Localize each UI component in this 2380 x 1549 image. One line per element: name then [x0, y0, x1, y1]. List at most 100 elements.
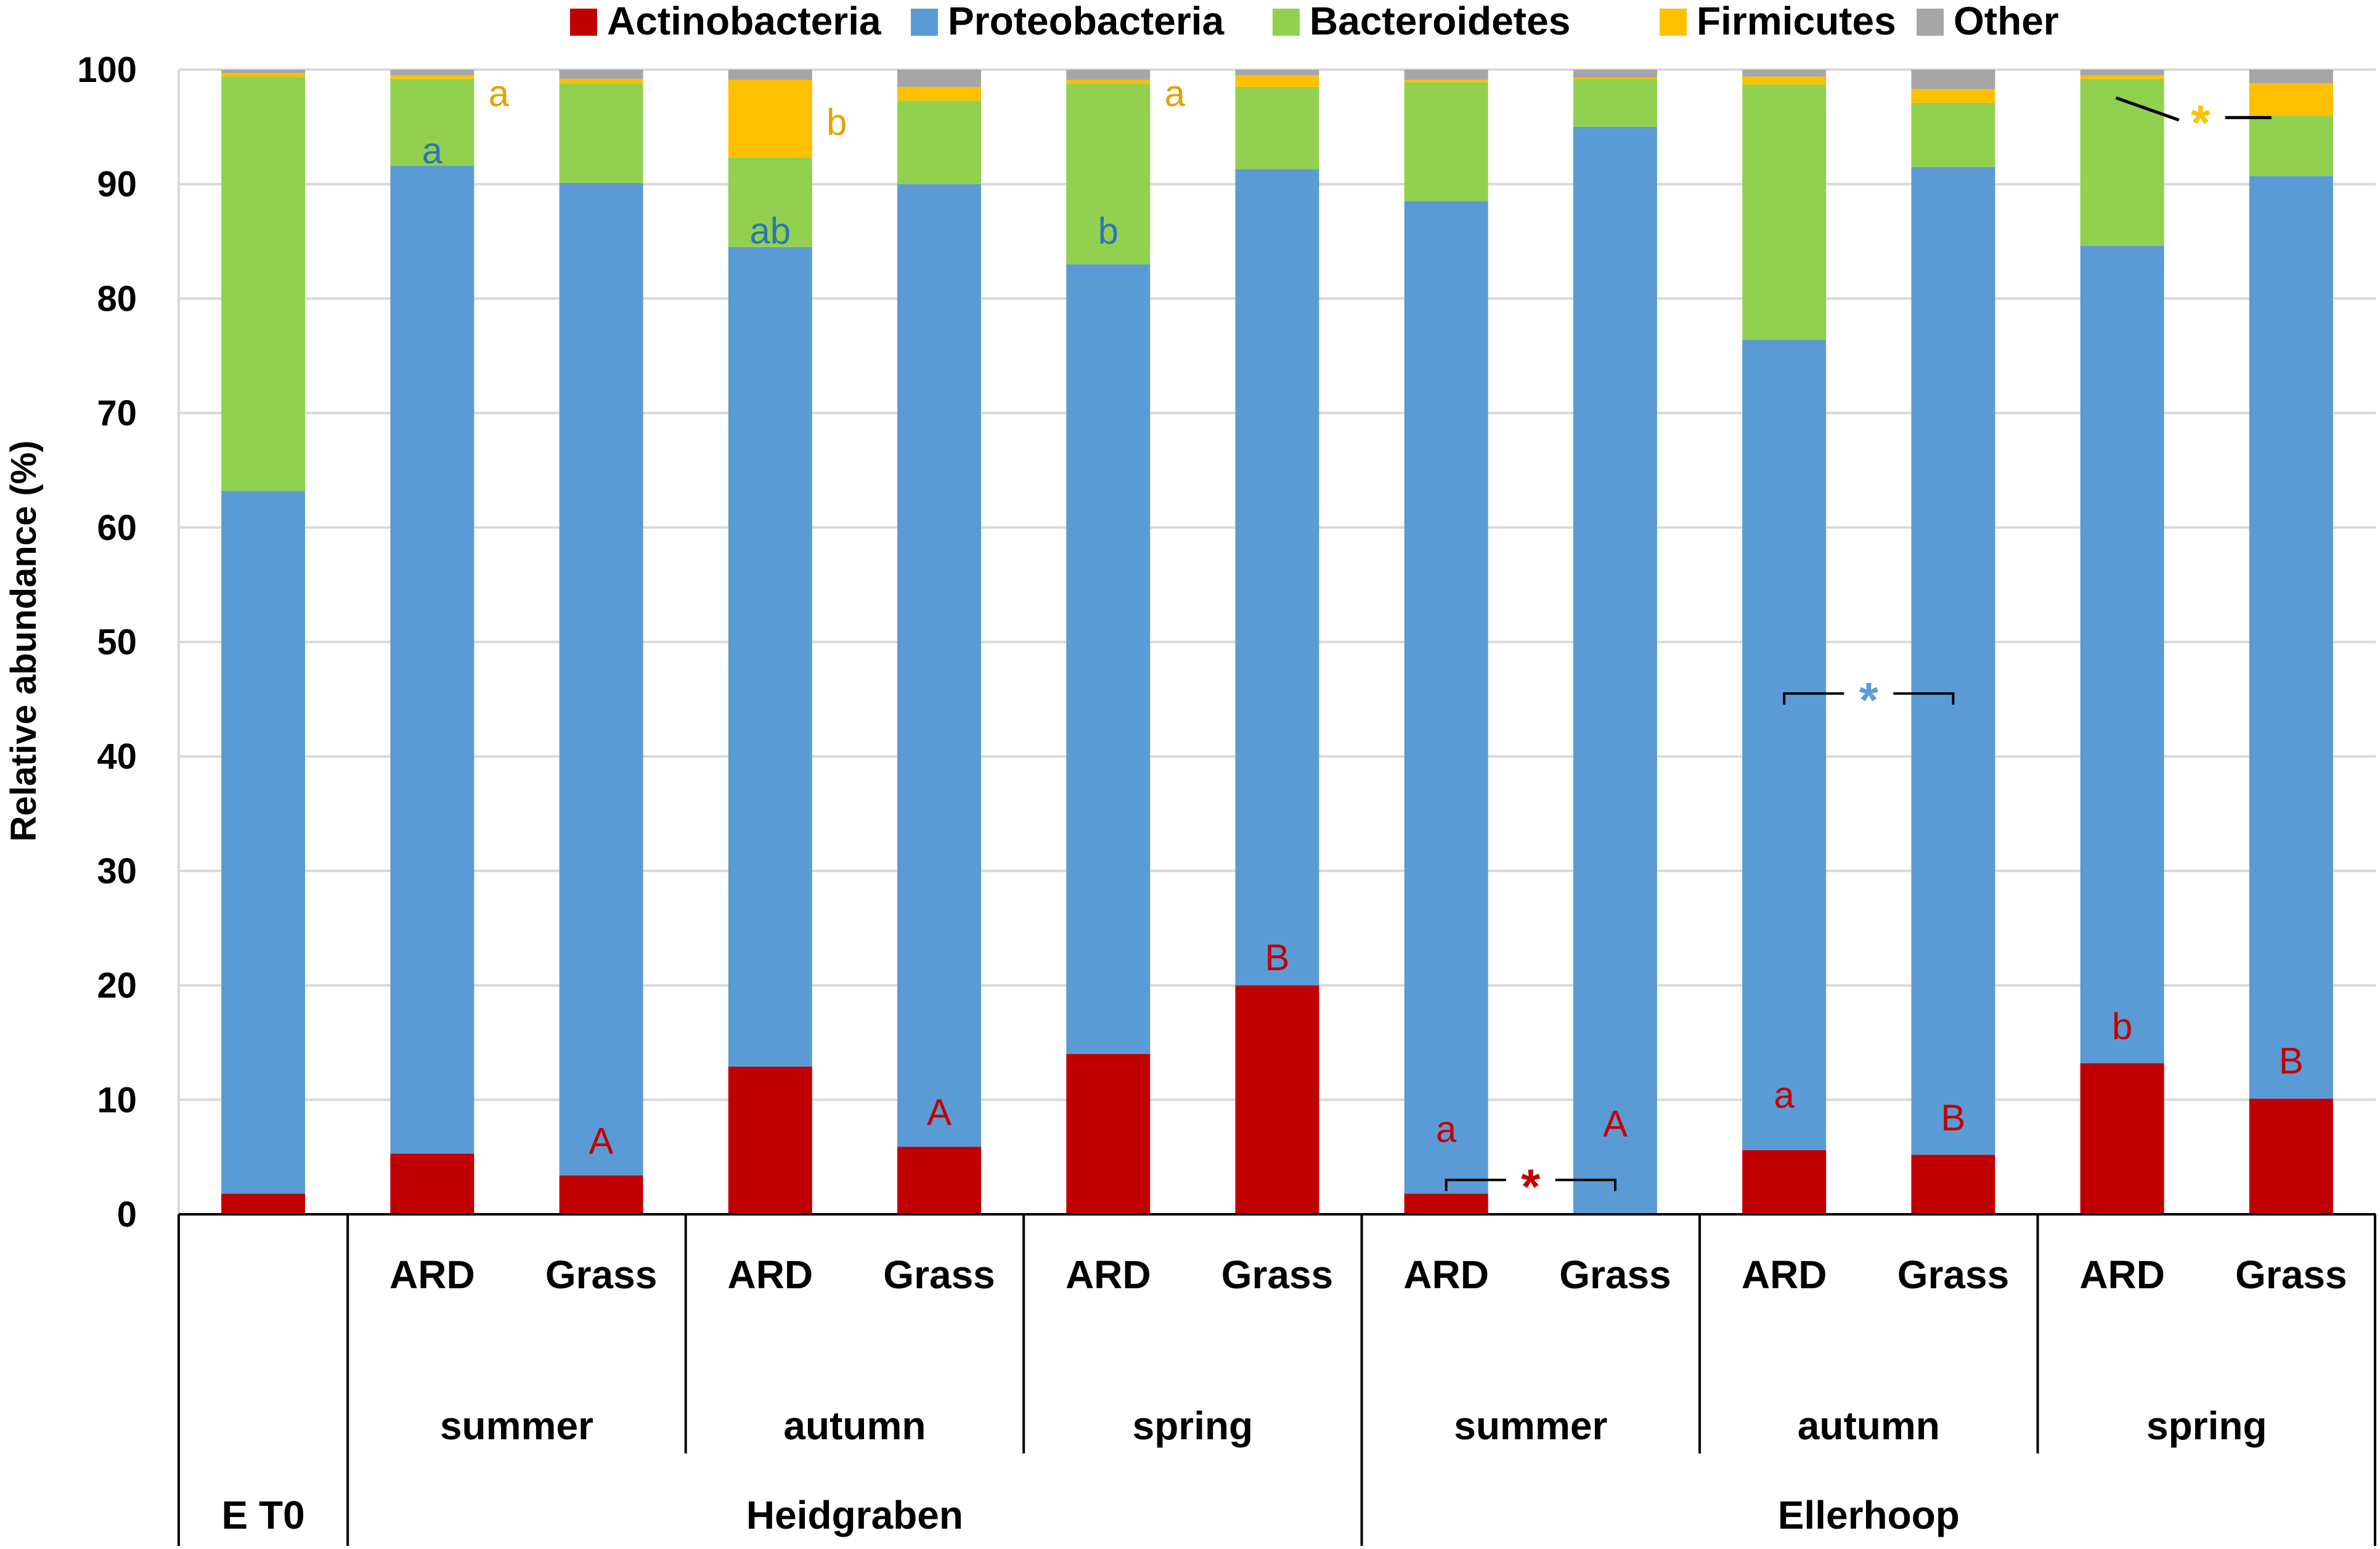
y-tick-label: 20 [97, 966, 137, 1006]
bar-segment-proteobacteria [221, 491, 306, 1194]
bar-segment-other [1066, 70, 1151, 80]
legend: Actinobacteria Proteobacteria Bacteroidete… [570, 0, 2059, 43]
bar-segment-bacteroidetes [728, 157, 812, 247]
bar-segment-actinobacteria [559, 1175, 643, 1214]
bar-segment-firmicutes [1235, 75, 1319, 87]
x-label-grass: Grass [2235, 1253, 2347, 1297]
x-season-label: autumn [783, 1404, 926, 1448]
x-label-ard: ARD [2079, 1253, 2165, 1297]
bar-segment-bacteroidetes [559, 83, 643, 183]
bar-segment-other [897, 70, 982, 87]
legend-label-proteobacteria: Proteobacteria [948, 0, 1225, 43]
bar-segment-actinobacteria [1235, 985, 1319, 1214]
bar-segment-proteobacteria [1573, 126, 1657, 1215]
x-label-ard: ARD [1403, 1253, 1489, 1297]
bar-segment-actinobacteria [728, 1066, 812, 1214]
bar-segment-proteobacteria [1911, 166, 1995, 1155]
bar-segment-actinobacteria [1066, 1054, 1151, 1214]
y-tick-label: 100 [77, 50, 137, 90]
bar-segment-other [1573, 70, 1657, 78]
y-tick-label: 50 [97, 623, 137, 663]
bar-segment-firmicutes [1911, 89, 1995, 103]
bar-segment-proteobacteria [1066, 264, 1151, 1055]
bar-segment-actinobacteria [1404, 1193, 1488, 1214]
bar-segment-firmicutes [1742, 76, 1827, 85]
bar-segment-bacteroidetes [1235, 86, 1319, 170]
legend-label-other: Other [1954, 0, 2059, 43]
bar-segment-bacteroidetes [1911, 102, 1995, 167]
bar-segment-bacteroidetes [2080, 78, 2164, 246]
bar-segment-other [1911, 70, 1995, 89]
x-label-grass: Grass [545, 1253, 657, 1297]
bar-segment-firmicutes [559, 78, 643, 84]
significance-letter: b [1098, 210, 1119, 251]
y-tick-label: 60 [97, 508, 137, 548]
significance-letter: B [1941, 1097, 1965, 1138]
bar-segment-other [559, 70, 643, 79]
x-label-ard: ARD [1066, 1253, 1151, 1297]
bar-segment-proteobacteria [2080, 245, 2164, 1063]
bar-segment-proteobacteria [728, 247, 812, 1067]
bar-segment-actinobacteria [1742, 1150, 1827, 1214]
bar-segment-actinobacteria [2249, 1098, 2333, 1214]
bar-segment-firmicutes [2249, 83, 2333, 116]
y-tick-label: 90 [97, 165, 137, 205]
significance-letter: b [2112, 1006, 2132, 1047]
bar-segment-actinobacteria [221, 1193, 306, 1214]
significance-star: * [1859, 672, 1879, 727]
y-axis: 0 10 20 30 40 50 60 70 80 90 100 [77, 50, 180, 1235]
significance-letter: a [1165, 73, 1186, 114]
y-tick-label: 40 [97, 737, 137, 777]
x-season-label: spring [2146, 1404, 2267, 1448]
y-tick-label: 10 [97, 1080, 137, 1120]
x-site-label: E T0 [222, 1493, 305, 1537]
x-site-label: Heidgraben [746, 1493, 963, 1537]
significance-letter: A [589, 1120, 614, 1161]
y-tick-label: 70 [97, 393, 137, 433]
bar-segment-actinobacteria [2080, 1063, 2164, 1214]
bar-segment-proteobacteria [559, 182, 643, 1175]
significance-bracket [1445, 1179, 1616, 1191]
bar-segment-actinobacteria [897, 1146, 982, 1214]
y-tick-label: 0 [117, 1195, 137, 1235]
bar-segment-proteobacteria [1742, 340, 1827, 1151]
bar-segment-proteobacteria [1235, 169, 1319, 986]
x-season-label: autumn [1798, 1404, 1940, 1448]
significance-letter: a [1436, 1109, 1457, 1150]
bar-segment-other [390, 70, 475, 76]
y-tick-label: 30 [97, 851, 137, 891]
x-label-grass: Grass [1897, 1253, 2009, 1297]
bar-segment-bacteroidetes [390, 78, 475, 166]
legend-swatch-firmicutes [1660, 9, 1687, 36]
significance-letter: B [2279, 1040, 2304, 1081]
bar-segment-bacteroidetes [897, 100, 982, 184]
bar-segment-firmicutes [1066, 80, 1151, 84]
bar-segment-firmicutes [2080, 75, 2164, 79]
y-tick-label: 80 [97, 279, 137, 319]
significance-letter: B [1265, 937, 1289, 978]
bars [179, 70, 2376, 1216]
bar-segment-proteobacteria [2249, 176, 2333, 1099]
legend-swatch-actinobacteria [570, 9, 597, 36]
significance-star: * [2191, 96, 2211, 150]
bar-segment-other [1235, 70, 1319, 76]
bar-segment-other [1742, 70, 1827, 77]
significance-letter: a [1774, 1074, 1795, 1116]
x-label-grass: Grass [883, 1253, 995, 1297]
bar-segment-proteobacteria [897, 184, 982, 1147]
x-label-ard: ARD [389, 1253, 475, 1297]
bar-segment-bacteroidetes [1742, 84, 1827, 340]
y-axis-label: Relative abundance (%) [4, 440, 44, 841]
bar-segment-firmicutes [1404, 80, 1488, 83]
significance-star: * [1521, 1159, 1541, 1214]
bar-segment-bacteroidetes [2249, 115, 2333, 176]
x-site-label: Ellerhoop [1778, 1493, 1960, 1537]
legend-swatch-bacteroidetes [1273, 9, 1300, 36]
bar-segment-bacteroidetes [1573, 78, 1657, 127]
legend-label-firmicutes: Firmicutes [1697, 0, 1896, 43]
bar-segment-other [2249, 70, 2333, 84]
x-season-label: spring [1133, 1404, 1253, 1448]
bar-segment-actinobacteria [390, 1153, 475, 1214]
